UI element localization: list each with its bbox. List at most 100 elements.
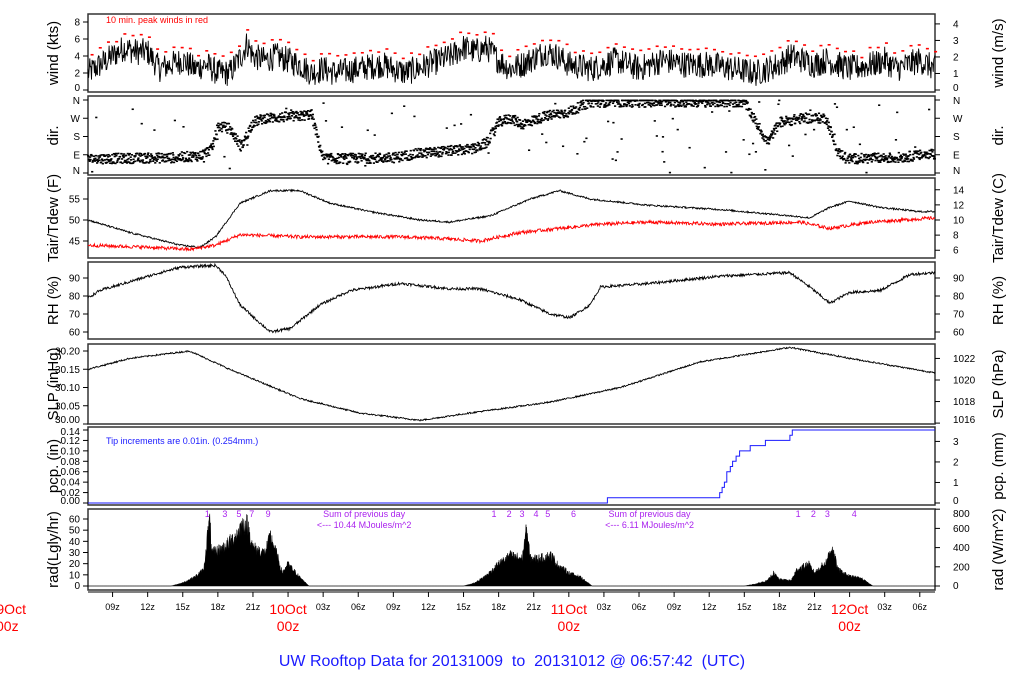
wind-direction-point [794,117,797,120]
wind-direction-point [91,170,94,173]
wind-direction-point [301,111,304,114]
wind-direction-point [487,152,490,154]
wind-direction-point [596,102,599,105]
wind-direction-point [696,105,699,108]
wind-direction-point [146,153,149,156]
wind-direction-point [652,104,655,106]
wind-direction-point [673,101,676,104]
date-time-label: 00z [838,618,861,634]
wind-direction-point [631,103,634,106]
peak-wind-mark [213,53,217,55]
peak-wind-mark [704,47,708,50]
wind-direction-point [240,139,244,142]
wind-direction-point [345,162,348,165]
wind-direction-point [609,101,612,104]
wind-direction-point [835,106,839,109]
wind-direction-point [249,124,252,127]
wind-direction-point [505,114,508,117]
wind-direction-point [555,112,558,114]
wind-ylabel-right: wind (m/s) [990,18,1007,88]
date-label: 09Oct [0,601,26,617]
wind-direction-point [919,149,922,152]
slp-tick-label-right: 1020 [953,375,976,386]
wind-direction-point [815,114,819,117]
wind-direction-point [372,158,375,160]
peak-wind-mark [106,41,110,43]
peak-wind-mark [483,31,487,34]
wind-direction-point [398,157,401,160]
wind-direction-point [807,121,810,124]
wind-direction-point [863,155,866,158]
wind-direction-point [141,160,144,163]
wind-direction-point [905,157,909,159]
peak-wind-mark [614,43,618,45]
wind-direction-point [913,152,916,154]
wind-direction-point [351,152,355,155]
wind-direction-point [536,120,539,123]
wind-direction-point [295,115,298,117]
wind-direction-point [620,138,623,140]
wind-direction-point [789,117,792,120]
wind-direction-point [330,159,333,162]
wind-direction-point [205,155,208,158]
wind-direction-point [874,156,878,159]
wind-direction-point [880,154,883,157]
wind-direction-point [360,154,364,157]
wind-direction-point [890,157,893,159]
wind-direction-point [851,154,854,157]
slp-tick-label-right: 1018 [953,397,976,408]
wind-direction-point [902,153,905,155]
peak-wind-mark [172,46,176,49]
wind-direction-point [472,144,475,147]
rh-ylabel-right: RH (%) [990,276,1007,325]
wind-direction-point [245,131,248,134]
rh-tick-label: 70 [69,310,81,321]
rad-tick-label-right: 800 [953,509,970,520]
wind-direction-point [204,148,207,151]
wind-direction-point [521,126,524,129]
wind-direction-point [349,160,352,163]
wind-direction-point [129,156,132,158]
wind-direction-point [433,152,437,155]
wind-direction-point [418,155,421,158]
wind-direction-point [372,162,376,164]
wind-direction-point [228,167,231,170]
wind-direction-point [546,111,549,114]
wind-direction-point [682,102,685,105]
wind-direction-point [410,158,413,161]
wind-direction-point [379,157,382,159]
wind-direction-point [538,120,541,123]
peak-wind-mark [164,51,168,53]
wind-direction-point [672,104,675,106]
wind-direction-point [327,153,330,156]
wind-direction-point [355,156,358,158]
wind-direction-point [627,101,630,103]
wind-direction-point [305,111,308,113]
wind-direction-point [116,159,119,162]
wind-direction-point [340,156,343,158]
wind-direction-point [908,150,911,153]
wind-direction-point [335,162,338,165]
wind-direction-point [473,148,476,151]
wind-direction-point [924,155,927,157]
wind-direction-point [677,104,680,106]
wind-direction-point [484,147,487,149]
wind-direction-point [775,122,778,124]
wind-direction-point [647,101,650,104]
wind-direction-point [535,118,538,120]
wind-direction-point [663,105,667,108]
wind-direction-point [218,126,221,129]
dir-tick-label-right: W [953,114,963,125]
date-time-label: 00z [558,618,581,634]
wind-direction-point [776,125,780,127]
wind-direction-point [419,148,423,150]
wind-direction-point [430,153,433,155]
time-tick-label: 21z [246,602,261,612]
wind-direction-point [255,121,258,124]
wind-direction-point [126,152,129,155]
wind-direction-point [778,99,781,102]
wind-direction-point [785,117,788,119]
wind-direction-point [191,156,194,158]
wind-direction-point [519,125,522,128]
wind-direction-point [654,99,657,102]
